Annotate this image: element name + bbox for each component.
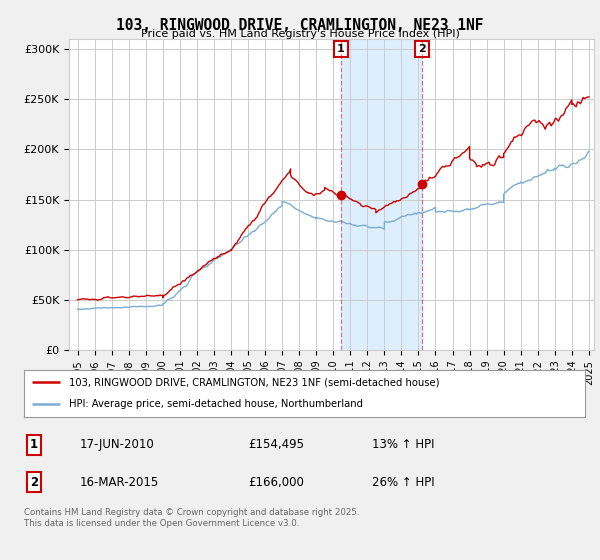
Text: 13% ↑ HPI: 13% ↑ HPI [372, 438, 434, 451]
Text: 103, RINGWOOD DRIVE, CRAMLINGTON, NE23 1NF (semi-detached house): 103, RINGWOOD DRIVE, CRAMLINGTON, NE23 1… [69, 377, 439, 388]
Text: £154,495: £154,495 [248, 438, 304, 451]
Text: 2: 2 [418, 44, 426, 54]
Text: 17-JUN-2010: 17-JUN-2010 [80, 438, 155, 451]
Text: HPI: Average price, semi-detached house, Northumberland: HPI: Average price, semi-detached house,… [69, 399, 363, 409]
Text: 16-MAR-2015: 16-MAR-2015 [80, 475, 160, 488]
Text: 1: 1 [337, 44, 345, 54]
Text: Contains HM Land Registry data © Crown copyright and database right 2025.
This d: Contains HM Land Registry data © Crown c… [24, 508, 359, 528]
Text: 2: 2 [30, 475, 38, 488]
Text: Price paid vs. HM Land Registry's House Price Index (HPI): Price paid vs. HM Land Registry's House … [140, 29, 460, 39]
Bar [341, 39, 422, 350]
Text: 103, RINGWOOD DRIVE, CRAMLINGTON, NE23 1NF: 103, RINGWOOD DRIVE, CRAMLINGTON, NE23 1… [116, 18, 484, 33]
Text: 26% ↑ HPI: 26% ↑ HPI [372, 475, 434, 488]
Text: 1: 1 [30, 438, 38, 451]
Text: £166,000: £166,000 [248, 475, 304, 488]
